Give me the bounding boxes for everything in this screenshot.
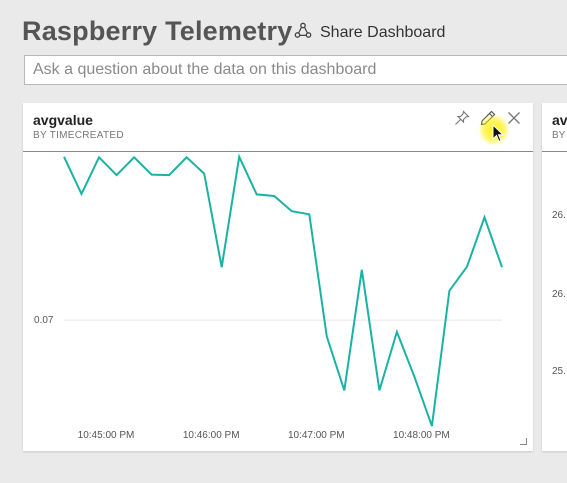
tile-actions [453, 109, 523, 127]
y-tick-label: 0.07 [34, 315, 54, 326]
data-point [290, 209, 294, 213]
x-tick-label: 10:48:00 PM [393, 430, 450, 441]
x-tick-label: 10:45:00 PM [78, 430, 135, 441]
second-tile-tick-label: 26. [552, 210, 566, 221]
dashboard-header: Raspberry Telemetry Share Dashboard [0, 0, 567, 100]
data-point [430, 424, 434, 428]
question-input[interactable] [24, 55, 567, 85]
data-point [377, 388, 381, 392]
resize-handle[interactable] [520, 438, 527, 445]
data-point [325, 335, 329, 339]
data-point [97, 155, 101, 159]
x-tick-label: 10:47:00 PM [288, 430, 345, 441]
pin-icon[interactable] [453, 109, 471, 127]
data-point [185, 155, 189, 159]
tile-title: avgvalue [33, 112, 93, 128]
data-point [80, 192, 84, 196]
data-point [412, 375, 416, 379]
data-point [360, 268, 364, 272]
data-point [272, 194, 276, 198]
share-icon [294, 22, 312, 45]
data-point [167, 173, 171, 177]
data-point [220, 265, 224, 269]
dashboard-title: Raspberry Telemetry [22, 16, 293, 46]
tile-subtitle: BY TIMECREATED [33, 130, 124, 141]
share-dashboard-button[interactable]: Share Dashboard [294, 22, 445, 44]
x-tick-label: 10:46:00 PM [183, 430, 240, 441]
data-point [255, 192, 259, 196]
second-tile-tick-label: 25. [552, 366, 566, 377]
data-point [465, 265, 469, 269]
data-point [307, 212, 311, 216]
data-point [115, 173, 119, 177]
data-point [62, 155, 66, 159]
share-dashboard-label: Share Dashboard [320, 24, 446, 41]
edit-icon[interactable] [479, 109, 497, 127]
data-point [132, 155, 136, 159]
data-point [342, 388, 346, 392]
tile-header: avgvalue BY TIMECREATED [23, 103, 533, 152]
avgvalue-series-line [63, 153, 503, 427]
data-point [237, 155, 241, 159]
avgvalue-tile[interactable]: avgvalue BY TIMECREATED 0.07 10:45:00 PM 1… [23, 103, 533, 451]
data-point [202, 172, 206, 176]
data-point [483, 215, 487, 219]
second-tile[interactable]: av BY 26. 26. 25. [542, 103, 567, 451]
second-tile-header: av BY [542, 103, 567, 152]
avgvalue-line-chart: 0.07 10:45:00 PM 10:46:00 PM 10:47:00 PM 10:… [34, 153, 504, 441]
close-icon[interactable] [505, 109, 523, 127]
data-point [447, 289, 451, 293]
second-tile-tick-label: 26. [552, 289, 566, 300]
second-tile-title: av [552, 112, 567, 128]
data-point [150, 173, 154, 177]
second-tile-subtitle: BY [552, 130, 566, 141]
data-point [395, 330, 399, 334]
data-point [500, 265, 504, 269]
